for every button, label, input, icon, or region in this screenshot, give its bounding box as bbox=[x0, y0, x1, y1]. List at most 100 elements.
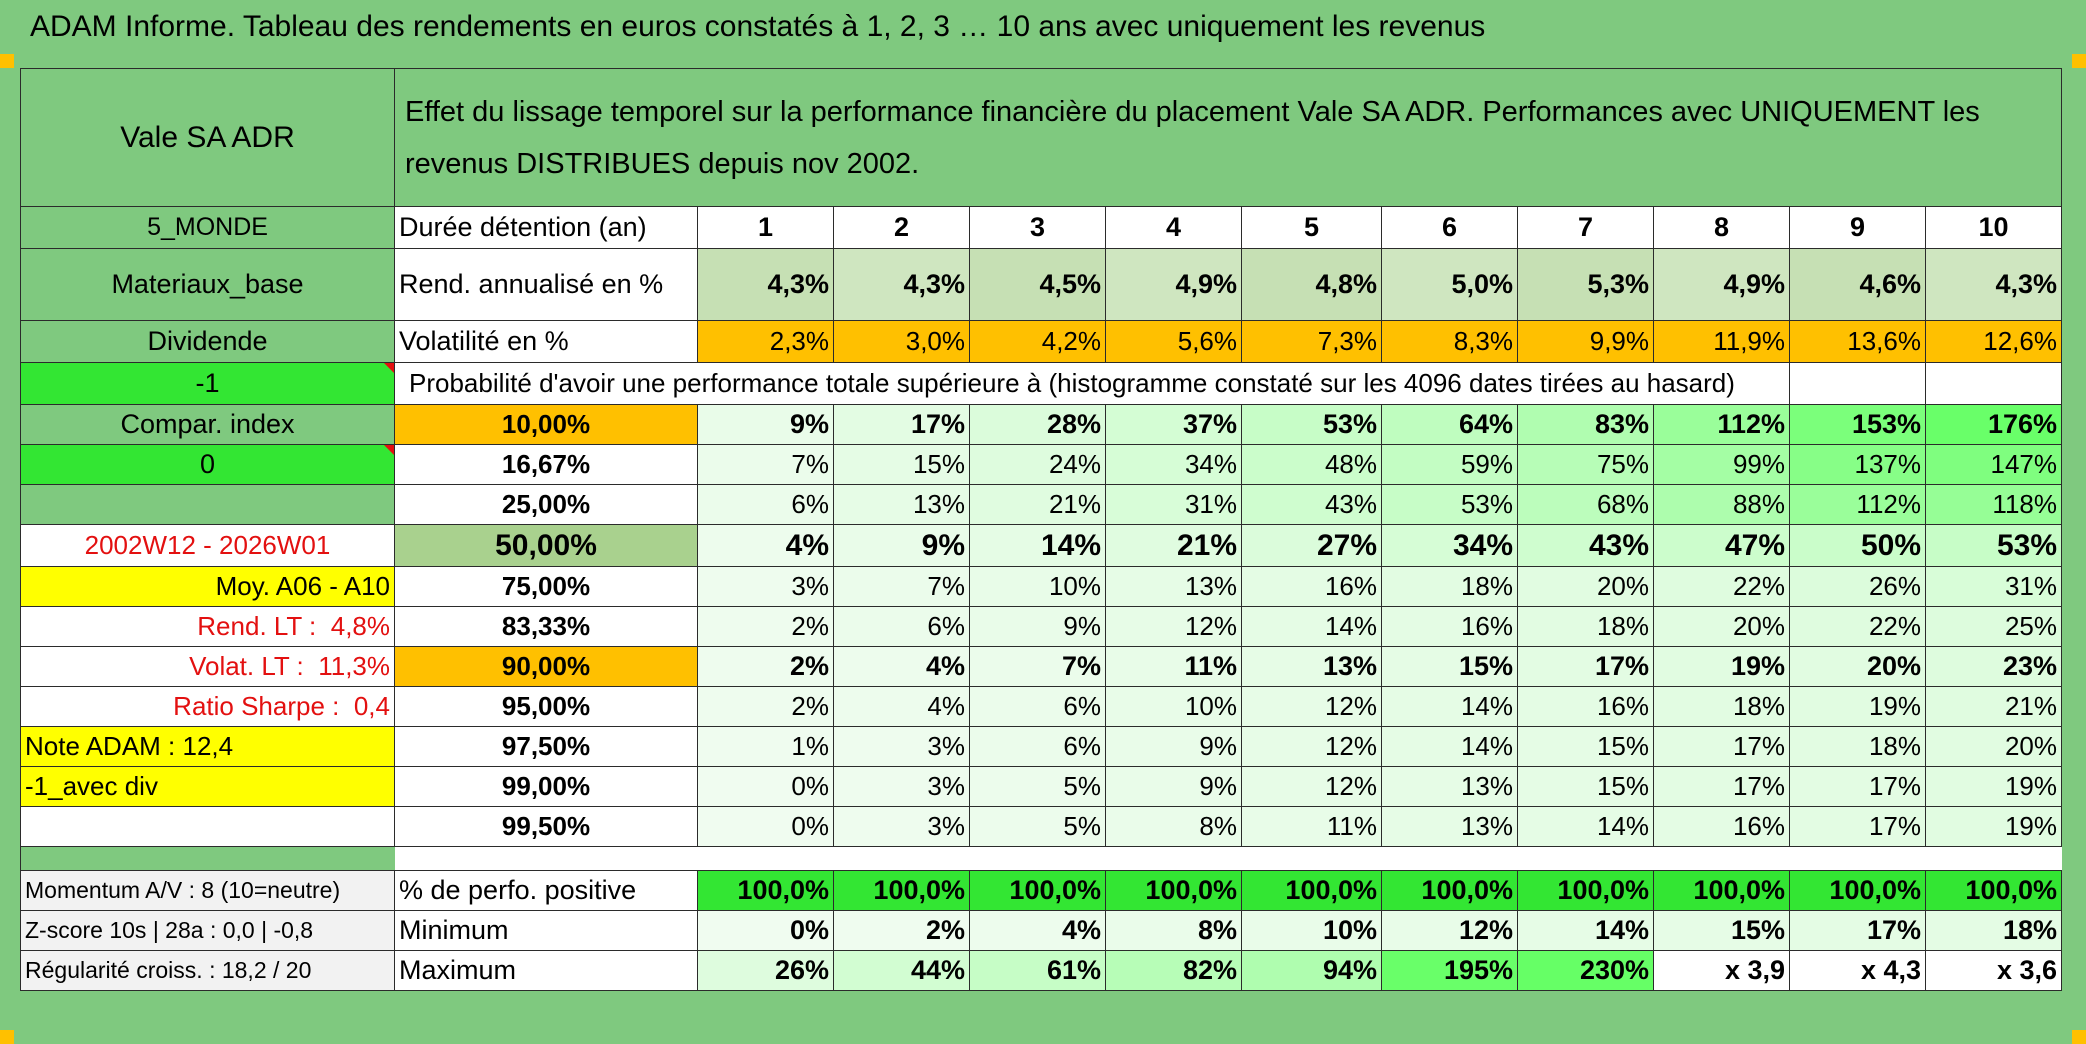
percentile-cell: 4% bbox=[833, 686, 970, 727]
percentile-cell: 19% bbox=[1925, 806, 2062, 847]
note-adam-label: Note ADAM : 12,4 bbox=[20, 726, 395, 767]
maximum-cell: 94% bbox=[1241, 950, 1382, 991]
percentile-label: 25,00% bbox=[394, 484, 698, 525]
maximum-cell: x 4,3 bbox=[1789, 950, 1926, 991]
percentile-cell: 9% bbox=[833, 524, 970, 567]
percentile-cell: 34% bbox=[1105, 444, 1242, 485]
year-header: 2 bbox=[833, 206, 970, 249]
percentile-cell: 12% bbox=[1241, 766, 1382, 807]
percentile-cell: 23% bbox=[1925, 646, 2062, 687]
percentile-cell: 9% bbox=[969, 606, 1106, 647]
percentile-cell: 6% bbox=[697, 484, 834, 525]
percentile-cell: 14% bbox=[1381, 686, 1518, 727]
rend-label: Rend. annualisé en % bbox=[394, 248, 698, 321]
percentile-cell: 26% bbox=[1789, 566, 1926, 607]
dividend-label: Dividende bbox=[20, 320, 395, 363]
percentile-cell: 3% bbox=[697, 566, 834, 607]
percentile-cell: 14% bbox=[969, 524, 1106, 567]
empty-cell bbox=[1789, 362, 1926, 405]
percentile-label: 95,00% bbox=[394, 686, 698, 727]
positive-cell: 100,0% bbox=[1653, 870, 1790, 911]
percentile-cell: 13% bbox=[1105, 566, 1242, 607]
volat-lt-label-value: 11,3% bbox=[318, 651, 390, 681]
percentile-cell: 5% bbox=[969, 806, 1106, 847]
percentile-cell: 1% bbox=[697, 726, 834, 767]
minimum-side-label: Z-score 10s | 28a : 0,0 | -0,8 bbox=[20, 910, 395, 951]
percentile-cell: 16% bbox=[1653, 806, 1790, 847]
spacer-cell bbox=[20, 846, 395, 871]
volat-cell: 12,6% bbox=[1925, 320, 2062, 363]
zero-cell: 0 bbox=[20, 444, 395, 485]
percentile-cell: 75% bbox=[1517, 444, 1654, 485]
maximum-cell: 82% bbox=[1105, 950, 1242, 991]
percentile-cell: 11% bbox=[1241, 806, 1382, 847]
positive-cell: 100,0% bbox=[1105, 870, 1242, 911]
volat-cell: 9,9% bbox=[1517, 320, 1654, 363]
corner-marker bbox=[0, 1030, 14, 1044]
positive-cell: 100,0% bbox=[697, 870, 834, 911]
compar-index-label: Compar. index bbox=[20, 404, 395, 445]
duree-label: Durée détention (an) bbox=[394, 206, 698, 249]
percentile-label: 97,50% bbox=[394, 726, 698, 767]
percentile-label: 90,00% bbox=[394, 646, 698, 687]
year-header: 4 bbox=[1105, 206, 1242, 249]
volat-lt-label: Volat. LT : 11,3% bbox=[20, 646, 395, 687]
percentile-cell: 16% bbox=[1241, 566, 1382, 607]
year-header: 9 bbox=[1789, 206, 1926, 249]
percentile-cell: 12% bbox=[1105, 606, 1242, 647]
percentile-cell: 14% bbox=[1381, 726, 1518, 767]
rend-cell: 4,9% bbox=[1653, 248, 1790, 321]
percentile-cell: 25% bbox=[1925, 606, 2062, 647]
percentile-cell: 18% bbox=[1517, 606, 1654, 647]
percentile-cell: 0% bbox=[697, 806, 834, 847]
positive-cell: 100,0% bbox=[1789, 870, 1926, 911]
percentile-cell: 15% bbox=[833, 444, 970, 485]
returns-table: Vale SA ADR Effet du lissage temporel su… bbox=[20, 68, 2062, 991]
percentile-cell: 13% bbox=[1241, 646, 1382, 687]
percentile-cell: 0% bbox=[697, 766, 834, 807]
percentile-cell: 31% bbox=[1925, 566, 2062, 607]
percentile-cell: 112% bbox=[1789, 484, 1926, 525]
proba-label: Probabilité d'avoir une performance tota… bbox=[394, 362, 1790, 405]
percentile-cell: 16% bbox=[1381, 606, 1518, 647]
percentile-cell: 48% bbox=[1241, 444, 1382, 485]
percentile-cell: 18% bbox=[1789, 726, 1926, 767]
percentile-cell: 34% bbox=[1381, 524, 1518, 567]
year-header: 5 bbox=[1241, 206, 1382, 249]
minimum-cell: 17% bbox=[1789, 910, 1926, 951]
percentile-label: 75,00% bbox=[394, 566, 698, 607]
percentile-cell: 12% bbox=[1241, 726, 1382, 767]
percentile-cell: 13% bbox=[833, 484, 970, 525]
percentile-cell: 37% bbox=[1105, 404, 1242, 445]
percentile-cell: 64% bbox=[1381, 404, 1518, 445]
percentile-cell: 6% bbox=[969, 686, 1106, 727]
corner-marker bbox=[0, 54, 14, 68]
percentile-cell: 6% bbox=[969, 726, 1106, 767]
positive-label: % de perfo. positive bbox=[394, 870, 698, 911]
sector-label: Materiaux_base bbox=[20, 248, 395, 321]
moy-label: Moy. A06 - A10 bbox=[20, 566, 395, 607]
percentile-label: 10,00% bbox=[394, 404, 698, 445]
percentile-cell: 17% bbox=[1789, 766, 1926, 807]
percentile-cell: 112% bbox=[1653, 404, 1790, 445]
percentile-cell: 17% bbox=[1653, 766, 1790, 807]
percentile-cell: 19% bbox=[1925, 766, 2062, 807]
sharpe-label: Ratio Sharpe : 0,4 bbox=[20, 686, 395, 727]
percentile-cell: 88% bbox=[1653, 484, 1790, 525]
sharpe-label-text: Ratio Sharpe : bbox=[173, 691, 340, 721]
positive-cell: 100,0% bbox=[1241, 870, 1382, 911]
volat-lt-label-text: Volat. LT : bbox=[189, 651, 304, 681]
blank-label bbox=[20, 484, 395, 525]
percentile-cell: 22% bbox=[1789, 606, 1926, 647]
percentile-cell: 53% bbox=[1381, 484, 1518, 525]
percentile-cell: 53% bbox=[1241, 404, 1382, 445]
minimum-cell: 0% bbox=[697, 910, 834, 951]
percentile-cell: 50% bbox=[1789, 524, 1926, 567]
percentile-cell: 20% bbox=[1653, 606, 1790, 647]
rend-cell: 4,6% bbox=[1789, 248, 1926, 321]
minus-one-cell: -1 bbox=[20, 362, 395, 405]
percentile-cell: 3% bbox=[833, 766, 970, 807]
minimum-label: Minimum bbox=[394, 910, 698, 951]
percentile-cell: 18% bbox=[1653, 686, 1790, 727]
rend-cell: 4,9% bbox=[1105, 248, 1242, 321]
